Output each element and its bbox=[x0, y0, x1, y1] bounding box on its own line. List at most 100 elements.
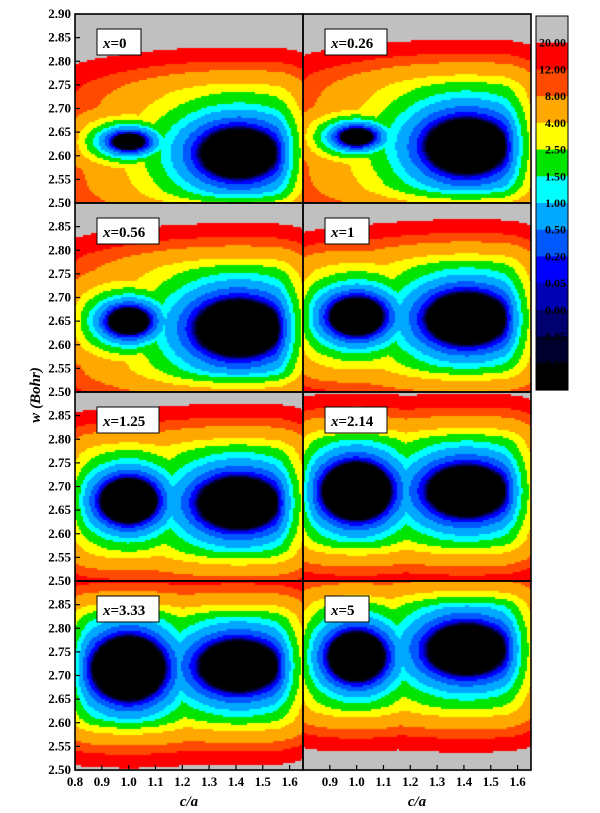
x-axis-label: c/a bbox=[180, 794, 199, 810]
panel-label-var: x bbox=[102, 414, 111, 430]
colorbar-level-label: 1.50 bbox=[545, 169, 566, 183]
y-tick-label: 2.55 bbox=[48, 171, 71, 186]
y-tick-label: 2.55 bbox=[48, 738, 71, 753]
y-tick-label: 2.55 bbox=[48, 549, 71, 564]
panel-label-value: =0.56 bbox=[111, 225, 146, 241]
panel-label-var: x bbox=[102, 225, 111, 241]
colorbar-swatch bbox=[536, 309, 568, 338]
y-tick-label: 2.60 bbox=[48, 148, 71, 163]
panel-label-value: =1.25 bbox=[111, 414, 146, 430]
y-tick-label: 2.80 bbox=[48, 620, 71, 635]
y-axis-label: w (Bohr) bbox=[28, 367, 44, 423]
panel-label: x=3.33 bbox=[102, 603, 145, 619]
panel-label-value: =5 bbox=[339, 603, 355, 619]
y-tick-label: 2.55 bbox=[48, 360, 71, 375]
colorbar-swatch bbox=[536, 176, 568, 204]
y-tick-label: 2.50 bbox=[48, 384, 71, 399]
x-tick-label: 1.6 bbox=[509, 774, 526, 789]
y-tick-label: 2.70 bbox=[48, 101, 71, 116]
x-tick-label: 0.9 bbox=[322, 774, 339, 789]
panel-label-box bbox=[324, 406, 388, 434]
panel-label: x=0.56 bbox=[102, 225, 146, 241]
colorbar-level-label: 0.20 bbox=[545, 249, 566, 263]
y-tick-label: 2.75 bbox=[48, 455, 71, 470]
x-tick-label: 1.5 bbox=[255, 774, 272, 789]
panel-label: x=1.25 bbox=[102, 414, 145, 430]
colorbar-swatch bbox=[536, 42, 568, 71]
y-tick-label: 2.70 bbox=[48, 479, 71, 494]
x-tick-label: 1.6 bbox=[281, 774, 298, 789]
colorbar-level-label: 0.00 bbox=[545, 303, 566, 317]
panel-label: x=0 bbox=[102, 36, 127, 52]
panel-label-var: x bbox=[330, 603, 339, 619]
panel-label-value: =0 bbox=[111, 36, 127, 52]
y-tick-label: 2.65 bbox=[48, 124, 71, 139]
x-tick-label: 1.4 bbox=[228, 774, 245, 789]
colorbar-level-label: 0.05 bbox=[545, 276, 566, 290]
panel-label: x=1 bbox=[330, 225, 355, 241]
colorbar-swatch bbox=[536, 363, 568, 391]
colorbar-swatch bbox=[536, 149, 568, 177]
y-tick-label: 2.85 bbox=[48, 597, 71, 612]
y-tick-label: 2.50 bbox=[48, 195, 71, 210]
y-tick-label: 2.90 bbox=[48, 6, 71, 21]
colorbar-swatch bbox=[536, 16, 568, 44]
colorbar-level-label: -0.10 bbox=[541, 356, 566, 370]
colorbar-swatch bbox=[536, 336, 568, 364]
x-tick-label: 1.4 bbox=[456, 774, 473, 789]
panel-label-var: x bbox=[102, 603, 111, 619]
x-tick-label: 1.3 bbox=[429, 774, 446, 789]
x-tick-label: 1.2 bbox=[174, 774, 190, 789]
panel-label-var: x bbox=[102, 36, 111, 52]
colorbar-swatch bbox=[536, 256, 568, 284]
colorbar-swatch bbox=[536, 69, 568, 97]
colorbar-level-label: 1.00 bbox=[545, 196, 566, 210]
colorbar-level-label: 8.00 bbox=[545, 89, 566, 103]
y-tick-label: 2.85 bbox=[48, 408, 71, 423]
colorbar-level-label: 0.50 bbox=[545, 223, 566, 237]
panel-label: x=0.26 bbox=[330, 36, 374, 52]
x-tick-label: 1.0 bbox=[121, 774, 137, 789]
y-tick-label: 2.65 bbox=[48, 502, 71, 517]
colorbar-level-label: -0.05 bbox=[541, 330, 566, 344]
x-tick-label: 0.9 bbox=[94, 774, 111, 789]
panel-label-box bbox=[96, 595, 160, 623]
y-tick-label: 2.60 bbox=[48, 526, 71, 541]
y-tick-label: 2.65 bbox=[48, 313, 71, 328]
colorbar-level-label: 12.00 bbox=[539, 62, 566, 76]
y-tick-label: 2.60 bbox=[48, 715, 71, 730]
axes-layer: x=0 x=0.26x=0.56 x=1x=1.25 x=2.14x=3.33 x=52… bbox=[48, 6, 532, 810]
panel-label-box bbox=[324, 595, 370, 623]
colorbar-swatch bbox=[536, 283, 568, 311]
x-tick-label: 1.5 bbox=[483, 774, 500, 789]
y-tick-label: 2.80 bbox=[48, 431, 71, 446]
y-tick-label: 2.80 bbox=[48, 242, 71, 257]
panel-label-box bbox=[96, 406, 160, 434]
y-tick-label: 2.70 bbox=[48, 668, 71, 683]
panel-label-value: =2.14 bbox=[339, 414, 374, 430]
panel-label-var: x bbox=[330, 414, 339, 430]
y-tick-label: 2.70 bbox=[48, 290, 71, 305]
y-tick-label: 2.85 bbox=[48, 30, 71, 45]
panel-label-value: =0.26 bbox=[339, 36, 374, 52]
panel-label-var: x bbox=[330, 36, 339, 52]
y-tick-label: 2.75 bbox=[48, 644, 71, 659]
panel-label-box bbox=[96, 28, 142, 56]
x-tick-label: 1.3 bbox=[201, 774, 218, 789]
y-tick-label: 2.75 bbox=[48, 77, 71, 92]
x-tick-label: 1.1 bbox=[147, 774, 163, 789]
x-tick-label: 1.0 bbox=[349, 774, 365, 789]
y-tick-label: 2.75 bbox=[48, 266, 71, 281]
colorbar-level-label: 2.50 bbox=[545, 143, 566, 157]
colorbar-level-label: 4.00 bbox=[545, 116, 566, 130]
panel-label: x=5 bbox=[330, 603, 355, 619]
x-tick-label: 1.2 bbox=[402, 774, 418, 789]
panel-label-box bbox=[324, 217, 370, 245]
colorbar-swatch bbox=[536, 203, 568, 231]
panel-label-var: x bbox=[330, 225, 339, 241]
colorbar-swatch bbox=[536, 122, 568, 151]
x-tick-label: 1.1 bbox=[375, 774, 391, 789]
panel-frame bbox=[302, 580, 532, 771]
